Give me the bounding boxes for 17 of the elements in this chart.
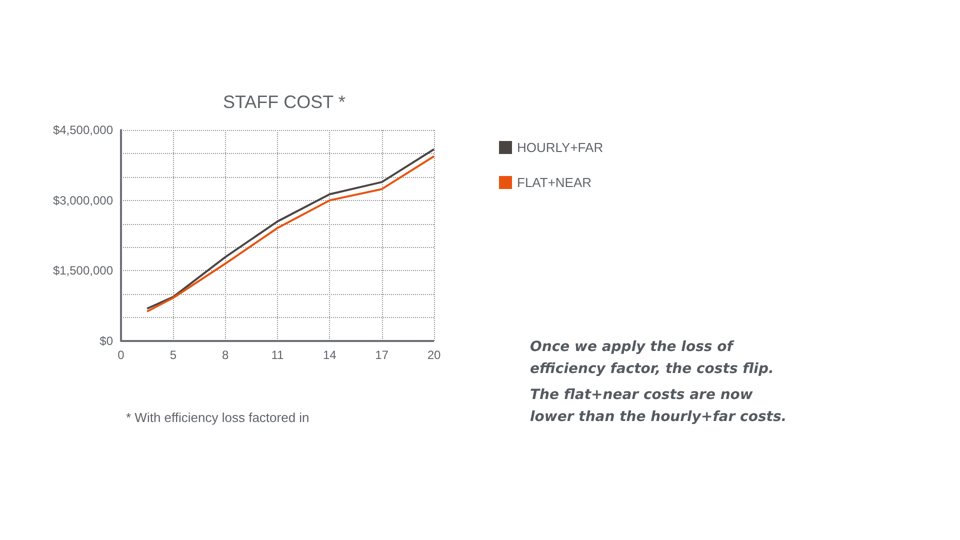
x-tick-label: 0 — [118, 348, 125, 362]
legend-label: HOURLY+FAR — [517, 140, 604, 155]
y-tick-label: $1,500,000 — [52, 264, 114, 278]
legend-label: FLAT+NEAR — [517, 175, 592, 190]
y-tick-label: $3,000,000 — [52, 193, 114, 208]
text: * With efficiency loss factored in — [126, 410, 310, 425]
x-tick-label: 14 — [322, 348, 337, 362]
y-tick-label: $4,500,000 — [52, 123, 114, 137]
x-tick-label: 5 — [170, 348, 177, 362]
chart-title: STAFF COST * — [223, 92, 346, 112]
y-tick-label: $0 — [100, 334, 114, 348]
text: Once we apply the loss of efficiency factor, the costs flip. — [530, 339, 774, 377]
x-tick-label: 20 — [427, 348, 441, 362]
x-tick-label: 8 — [222, 348, 229, 362]
x-tick-label: 17 — [375, 348, 389, 362]
text: The flat+near costs are now lower than the hourly+far costs. — [530, 387, 787, 425]
x-tick-label: 11 — [271, 348, 284, 362]
